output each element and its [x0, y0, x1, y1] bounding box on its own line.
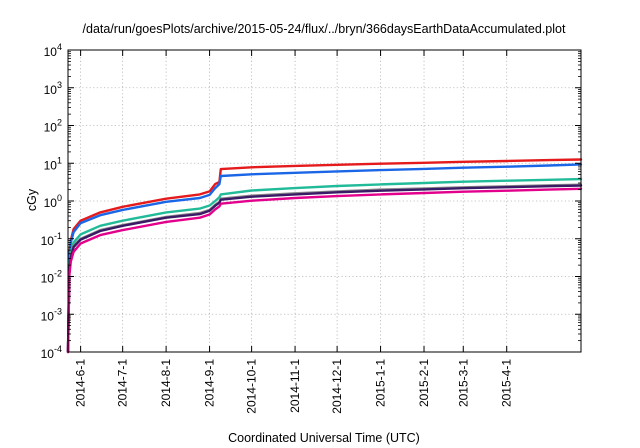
x-tick-label: 2015-4-1	[500, 359, 514, 407]
series-line-2	[66, 163, 583, 354]
series-layer	[66, 158, 583, 354]
x-axis-label: Coordinated Universal Time (UTC)	[228, 431, 420, 445]
y-tick-label: 10-2	[41, 269, 62, 286]
x-tick-label: 2014-11-1	[288, 359, 302, 413]
series-line-3	[66, 177, 583, 354]
axis-ticks: 10-4 10-3 10-2 10-1 100 101 102 103 104 2014-6-1 2…	[41, 42, 581, 414]
series-line-1	[66, 158, 583, 354]
y-tick-label: 10-3	[41, 306, 62, 323]
x-tick-label: 2014-8-1	[159, 359, 173, 407]
y-tick-label: 104	[44, 42, 62, 59]
series-line-6	[66, 187, 583, 354]
y-tick-label: 103	[44, 80, 62, 97]
x-tick-label: 2015-3-1	[456, 359, 470, 407]
x-tick-label: 2014-6-1	[74, 359, 88, 407]
y-tick-label: 10-4	[41, 344, 62, 361]
x-tick-label: 2014-12-1	[330, 359, 344, 414]
x-tick-label: 2014-7-1	[116, 359, 130, 407]
y-tick-label: 10-1	[41, 231, 62, 248]
x-tick-label: 2015-2-1	[417, 359, 431, 407]
x-tick-label: 2015-1-1	[374, 359, 388, 407]
y-tick-label: 100	[44, 193, 62, 210]
y-tick-label: 102	[44, 118, 62, 135]
x-tick-label: 2014-9-1	[203, 359, 217, 407]
chart-title: /data/run/goesPlots/archive/2015-05-24/f…	[83, 22, 566, 36]
series-line-5	[66, 184, 583, 354]
series-line-4	[66, 183, 583, 354]
grid	[68, 50, 581, 352]
y-tick-label: 101	[44, 155, 62, 172]
y-axis-label: cGy	[25, 188, 39, 211]
x-tick-label: 2014-10-1	[245, 359, 259, 414]
